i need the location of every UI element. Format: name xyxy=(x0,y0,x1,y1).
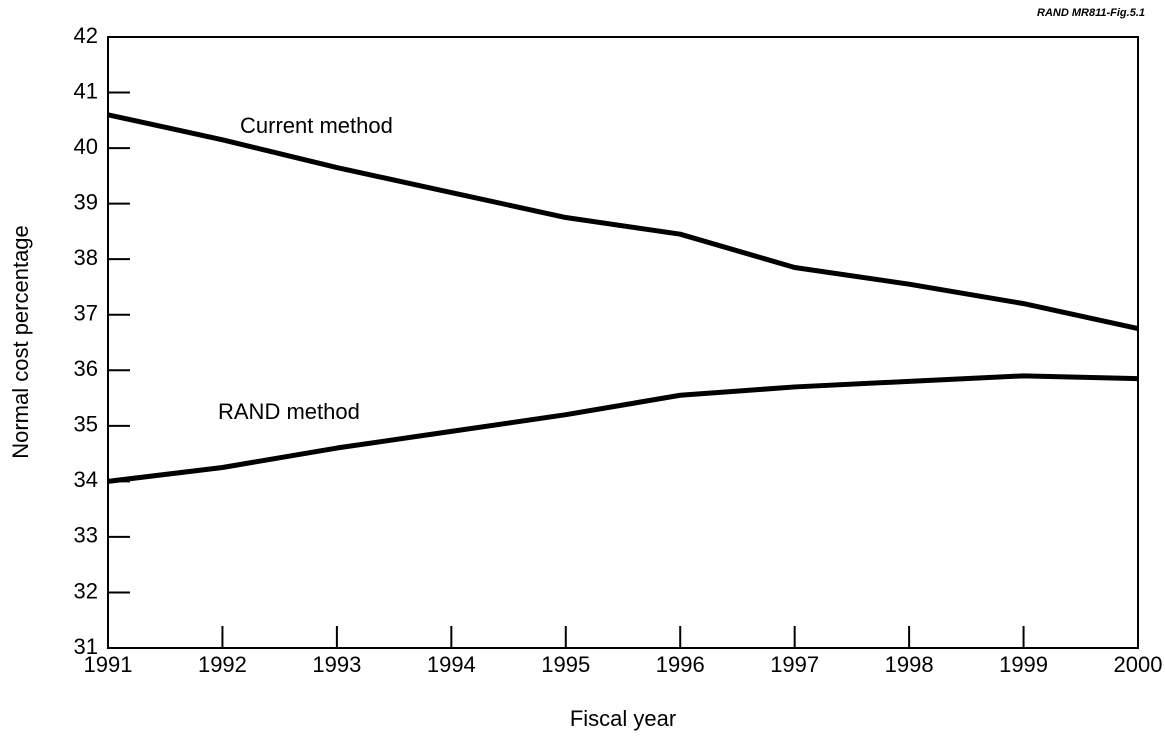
x-axis-label: Fiscal year xyxy=(570,706,676,731)
y-axis-label: Normal cost percentage xyxy=(8,225,33,459)
x-tick-label: 1999 xyxy=(999,652,1048,677)
y-tick-label: 40 xyxy=(74,134,98,159)
y-tick-label: 32 xyxy=(74,578,98,603)
x-tick-label: 1991 xyxy=(84,652,133,677)
x-tick-label: 1994 xyxy=(427,652,476,677)
x-tick-label: 1996 xyxy=(656,652,705,677)
series-label: Current method xyxy=(240,113,393,138)
x-tick-label: 1993 xyxy=(312,652,361,677)
y-tick-label: 42 xyxy=(74,23,98,48)
x-tick-label: 1995 xyxy=(541,652,590,677)
y-tick-label: 36 xyxy=(74,356,98,381)
x-tick-label: 2000 xyxy=(1114,652,1163,677)
y-tick-label: 39 xyxy=(74,189,98,214)
x-tick-label: 1998 xyxy=(885,652,934,677)
series-label: RAND method xyxy=(218,399,360,424)
y-tick-label: 33 xyxy=(74,523,98,548)
y-tick-label: 31 xyxy=(74,634,98,659)
x-tick-label: 1992 xyxy=(198,652,247,677)
y-tick-label: 35 xyxy=(74,412,98,437)
y-tick-label: 34 xyxy=(74,467,98,492)
y-tick-label: 37 xyxy=(74,301,98,326)
y-tick-label: 41 xyxy=(74,78,98,103)
series-line xyxy=(107,373,1139,484)
series-line xyxy=(107,112,1139,332)
figure-note: RAND MR811-Fig.5.1 xyxy=(1037,7,1145,19)
plot-frame xyxy=(107,36,1139,649)
y-tick-label: 38 xyxy=(74,245,98,270)
x-tick-label: 1997 xyxy=(770,652,819,677)
